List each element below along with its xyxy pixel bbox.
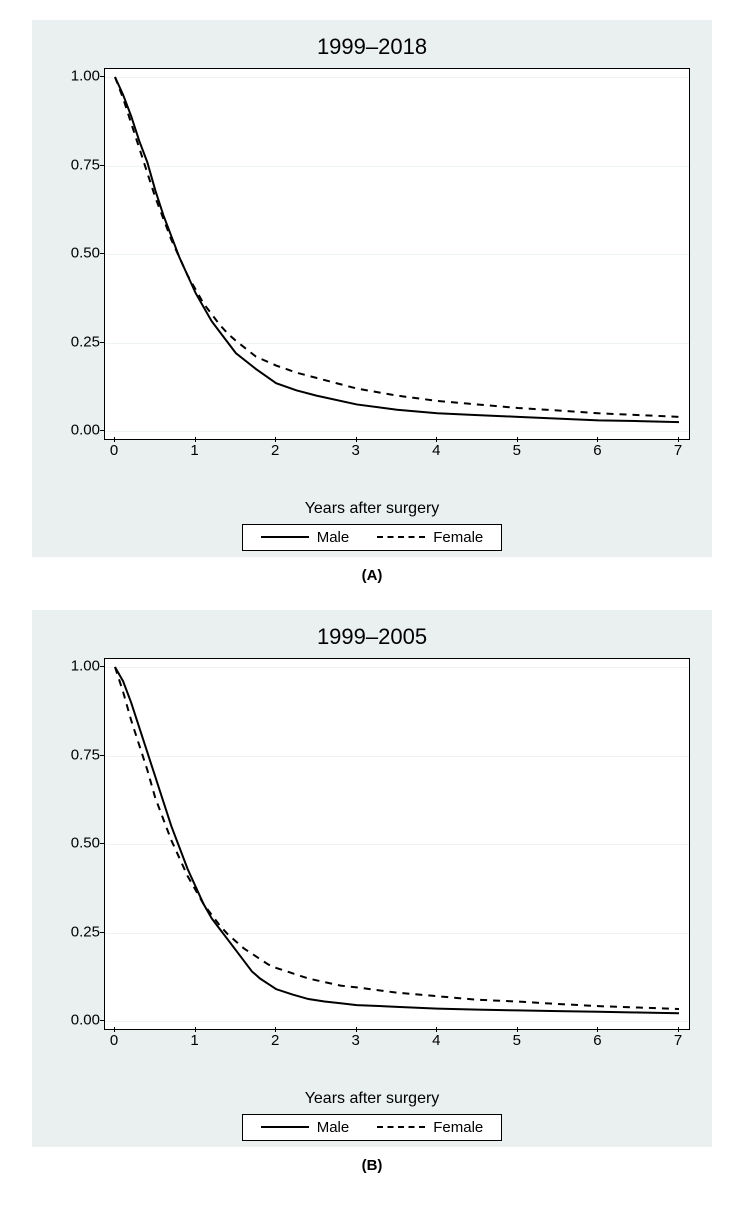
panel-b-label: (B) <box>362 1157 383 1174</box>
panel-a-title: 1999–2018 <box>46 34 698 60</box>
y-tick-label: 1.00 <box>56 658 100 675</box>
legend-swatch-solid <box>261 536 309 540</box>
x-tick-label: 3 <box>352 442 360 459</box>
panel-b-x-ticks: 0 1 2 3 4 5 6 7 <box>104 1028 688 1048</box>
series-female <box>115 77 679 417</box>
legend-item-female-b: Female <box>377 1119 483 1136</box>
legend-label-female: Female <box>433 529 483 546</box>
panel-a-svg <box>105 69 689 439</box>
panel-b-plot-area <box>104 658 690 1030</box>
x-tick-label: 0 <box>110 1032 118 1049</box>
y-tick-label: 0.50 <box>56 835 100 852</box>
x-tick-label: 2 <box>271 1032 279 1049</box>
series-male <box>115 77 679 422</box>
panel-a: 1999–2018 0.000.250.500.751.00 01234567 … <box>32 20 712 557</box>
y-tick-label: 0.00 <box>56 422 100 439</box>
legend-label-male-b: Male <box>317 1119 350 1136</box>
y-tick-label: 0.00 <box>56 1012 100 1029</box>
x-tick-label: 2 <box>271 442 279 459</box>
x-tick-label: 6 <box>593 1032 601 1049</box>
legend-swatch-dashed <box>377 536 425 540</box>
x-tick-label: 5 <box>513 1032 521 1049</box>
panel-a-label: (A) <box>362 567 383 584</box>
y-tick-label: 1.00 <box>56 68 100 85</box>
panel-a-y-ticks: 0.00 0.25 0.50 0.75 1.00 <box>56 68 100 470</box>
panel-b-wrap: 1999–2005 0.000.250.500.751.00 01234567 … <box>32 610 712 1188</box>
y-tick-label: 0.25 <box>56 333 100 350</box>
panel-b-x-label: Years after surgery <box>46 1090 698 1108</box>
panel-a-legend: Male Female <box>242 524 503 551</box>
panel-b-legend: Male Female <box>242 1114 503 1141</box>
panel-b-title: 1999–2005 <box>46 624 698 650</box>
legend-item-male-b: Male <box>261 1119 350 1136</box>
panel-b-svg <box>105 659 689 1029</box>
series-male <box>115 667 679 1013</box>
x-tick-label: 1 <box>190 1032 198 1049</box>
x-tick-label: 3 <box>352 1032 360 1049</box>
legend-item-female: Female <box>377 529 483 546</box>
x-tick-label: 4 <box>432 442 440 459</box>
legend-label-male: Male <box>317 529 350 546</box>
panel-b-plot-box: 0.000.250.500.751.00 01234567 <box>104 658 688 1060</box>
series-female <box>115 667 679 1009</box>
y-tick-label: 0.50 <box>56 245 100 262</box>
panel-b: 1999–2005 0.000.250.500.751.00 01234567 … <box>32 610 712 1147</box>
legend-item-male: Male <box>261 529 350 546</box>
legend-label-female-b: Female <box>433 1119 483 1136</box>
panel-a-x-ticks: 0 1 2 3 4 5 6 7 <box>104 438 688 458</box>
y-tick-label: 0.25 <box>56 923 100 940</box>
x-tick-label: 7 <box>674 1032 682 1049</box>
x-tick-label: 0 <box>110 442 118 459</box>
x-tick-label: 7 <box>674 442 682 459</box>
x-tick-label: 5 <box>513 442 521 459</box>
x-tick-label: 4 <box>432 1032 440 1049</box>
panel-a-wrap: 1999–2018 0.000.250.500.751.00 01234567 … <box>32 20 712 598</box>
panel-a-x-label: Years after surgery <box>46 500 698 518</box>
x-tick-label: 1 <box>190 442 198 459</box>
x-tick-label: 6 <box>593 442 601 459</box>
panel-a-plot-area <box>104 68 690 440</box>
panel-b-y-ticks: 0.00 0.25 0.50 0.75 1.00 <box>56 658 100 1060</box>
legend-swatch-dashed-b <box>377 1126 425 1130</box>
y-tick-label: 0.75 <box>56 746 100 763</box>
panel-a-plot-box: 0.000.250.500.751.00 01234567 <box>104 68 688 470</box>
legend-swatch-solid-b <box>261 1126 309 1130</box>
y-tick-label: 0.75 <box>56 156 100 173</box>
